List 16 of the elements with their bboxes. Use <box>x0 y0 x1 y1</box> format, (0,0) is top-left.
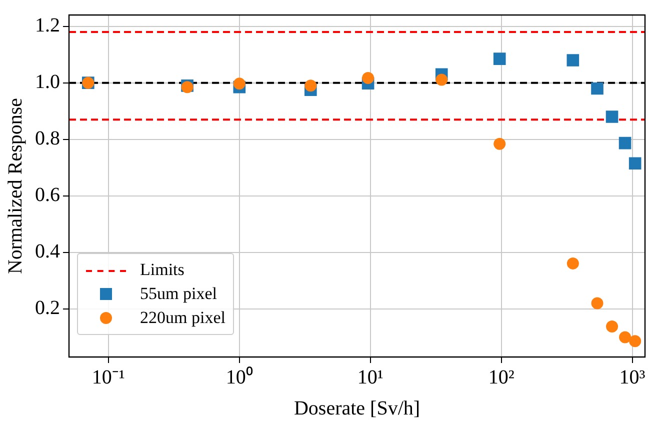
x-tick-label: 10⁰ <box>226 365 253 388</box>
legend-label: 220um pixel <box>140 308 226 328</box>
legend-label: 55um pixel <box>140 284 217 304</box>
y-tick-label: 0.6 <box>35 184 60 206</box>
x-tick-label: 10³ <box>619 366 646 388</box>
x-tick-label: 10¹ <box>357 366 384 388</box>
x-axis-title: Doserate [Sv/h] <box>294 397 420 420</box>
x-tick-label: 10⁻¹ <box>92 366 125 388</box>
y-tick-label: 1.2 <box>35 14 60 37</box>
y-tick-label: 0.4 <box>35 240 60 263</box>
y-tick-label: 1.0 <box>35 71 60 94</box>
y-axis-title: Normalized Response <box>4 98 26 274</box>
y-tick-label: 0.2 <box>35 297 60 320</box>
x-tick-label: 10² <box>488 366 514 388</box>
legend-label: Limits <box>140 260 184 280</box>
y-tick-label: 0.8 <box>35 128 60 150</box>
